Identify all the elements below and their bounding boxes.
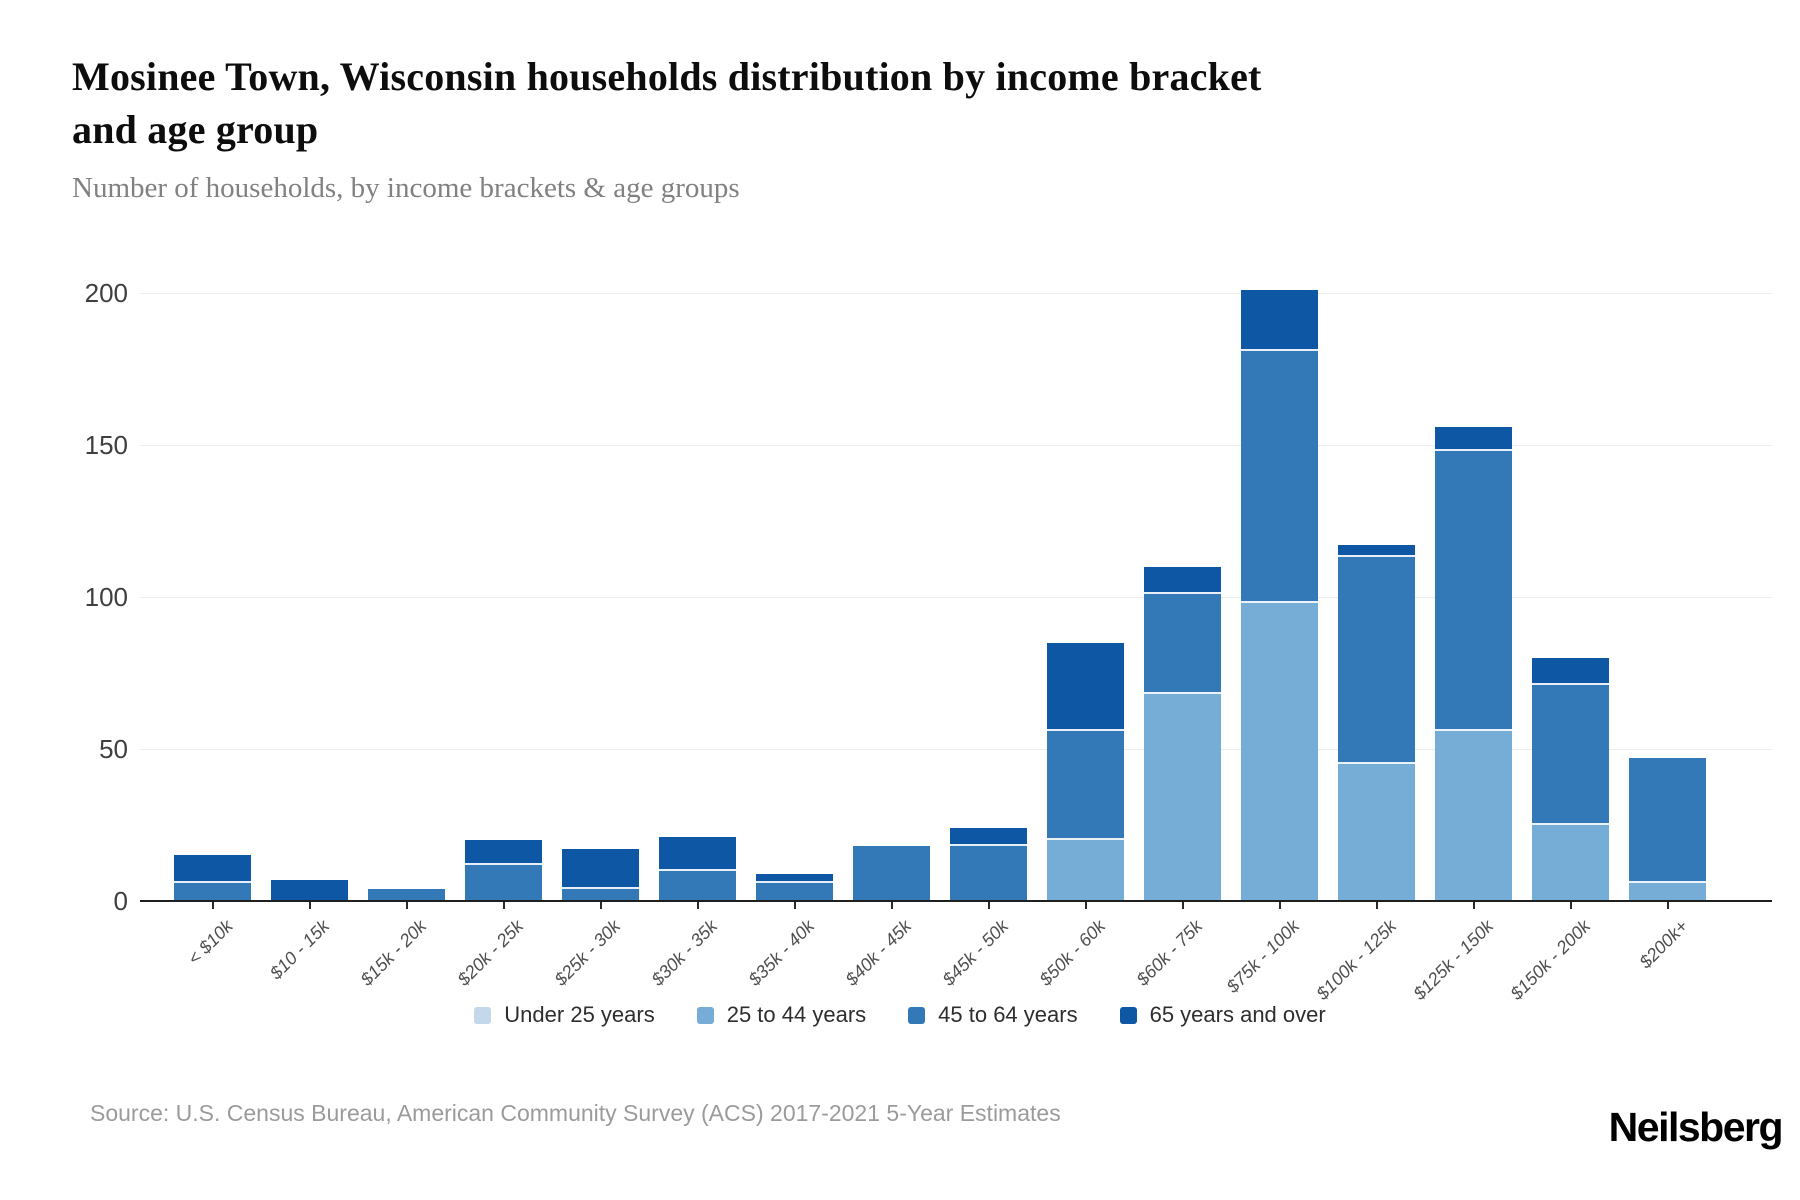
x-axis-label: $25k - 30k bbox=[551, 916, 625, 990]
bar-segment-45-to-64-years[interactable] bbox=[756, 882, 833, 901]
x-axis-tick bbox=[308, 902, 311, 909]
legend-item-65-years-and-over[interactable]: 65 years and over bbox=[1119, 1002, 1326, 1028]
x-axis-tick bbox=[987, 902, 990, 909]
bar-segment-65-years-and-over[interactable] bbox=[756, 873, 833, 883]
x-axis-label: $30k - 35k bbox=[648, 916, 722, 990]
y-tick-label: 0 bbox=[113, 886, 128, 916]
x-axis-label: $75k - 100k bbox=[1222, 916, 1304, 997]
bar-segment-65-years-and-over[interactable] bbox=[1532, 657, 1609, 686]
y-tick-label: 150 bbox=[84, 430, 128, 460]
bar-segment-65-years-and-over[interactable] bbox=[1047, 642, 1124, 731]
legend-label: 65 years and over bbox=[1149, 1002, 1326, 1027]
x-axis-label: $150k - 200k bbox=[1506, 916, 1595, 1004]
x-axis-tick bbox=[502, 902, 505, 909]
bar-segment-45-to-64-years[interactable] bbox=[1047, 730, 1124, 841]
neilsberg-logo[interactable]: Neilsberg bbox=[1608, 1104, 1784, 1150]
y-gridline bbox=[140, 445, 1772, 446]
bar-segment-45-to-64-years[interactable] bbox=[853, 846, 930, 901]
x-axis-label: $10 - 15k bbox=[266, 916, 334, 984]
bar-segment-65-years-and-over[interactable] bbox=[562, 849, 639, 889]
bar-segment-45-to-64-years[interactable] bbox=[659, 870, 736, 901]
x-axis-tick bbox=[1278, 902, 1281, 909]
bar-segment-45-to-64-years[interactable] bbox=[465, 864, 542, 901]
bar-segment-25-to-44-years[interactable] bbox=[1532, 825, 1609, 901]
chart-title-line2: and age group bbox=[72, 107, 319, 152]
bar-segment-25-to-44-years[interactable] bbox=[1144, 694, 1221, 901]
y-tick-label: 100 bbox=[84, 582, 128, 612]
legend-label: Under 25 years bbox=[504, 1002, 655, 1027]
y-gridline bbox=[140, 597, 1772, 598]
bar-segment-65-years-and-over[interactable] bbox=[1144, 566, 1221, 594]
x-axis-tick bbox=[1084, 902, 1087, 909]
legend-label: 25 to 44 years bbox=[726, 1002, 867, 1027]
x-axis-label: $45k - 50k bbox=[939, 916, 1013, 990]
x-axis-label: < $10k bbox=[183, 916, 237, 969]
legend-swatch-icon bbox=[696, 1006, 714, 1024]
chart-title-line1: Mosinee Town, Wisconsin households distr… bbox=[72, 54, 1262, 99]
x-axis-label: $20k - 25k bbox=[454, 916, 528, 990]
x-axis-tick bbox=[1472, 902, 1475, 909]
bar-segment-45-to-64-years[interactable] bbox=[174, 882, 251, 901]
bar-segment-45-to-64-years[interactable] bbox=[562, 888, 639, 901]
x-axis-line bbox=[140, 900, 1772, 902]
bar-segment-65-years-and-over[interactable] bbox=[465, 840, 542, 865]
bar-segment-45-to-64-years[interactable] bbox=[1532, 685, 1609, 825]
bar-segment-65-years-and-over[interactable] bbox=[950, 828, 1027, 847]
bar-segment-25-to-44-years[interactable] bbox=[1338, 764, 1415, 901]
bar-segment-25-to-44-years[interactable] bbox=[1435, 730, 1512, 901]
legend-swatch-icon bbox=[1119, 1006, 1137, 1024]
x-axis-tick bbox=[211, 902, 214, 909]
bar-segment-65-years-and-over[interactable] bbox=[1241, 289, 1318, 351]
source-note: Source: U.S. Census Bureau, American Com… bbox=[90, 1100, 1061, 1126]
chart-subtitle: Number of households, by income brackets… bbox=[72, 172, 740, 204]
bar-segment-45-to-64-years[interactable] bbox=[368, 888, 445, 901]
legend-item-under-25-years[interactable]: Under 25 years bbox=[474, 1002, 655, 1028]
x-axis-label: $35k - 40k bbox=[745, 916, 819, 990]
chart-legend: Under 25 years 25 to 44 years 45 to 64 yea… bbox=[0, 1002, 1800, 1028]
bar-segment-65-years-and-over[interactable] bbox=[271, 879, 348, 901]
chart-title: Mosinee Town, Wisconsin households distr… bbox=[72, 50, 1262, 156]
x-axis-tick bbox=[696, 902, 699, 909]
x-axis-label: $60k - 75k bbox=[1133, 916, 1207, 990]
y-gridline bbox=[140, 749, 1772, 750]
x-axis-label: $125k - 150k bbox=[1409, 916, 1498, 1004]
bar-segment-45-to-64-years[interactable] bbox=[1629, 758, 1706, 883]
x-axis-tick bbox=[1666, 902, 1669, 909]
bar-segment-65-years-and-over[interactable] bbox=[1338, 545, 1415, 558]
legend-item-45-to-64-years[interactable]: 45 to 64 years bbox=[908, 1002, 1078, 1028]
x-axis-label: $40k - 45k bbox=[842, 916, 916, 990]
bar-segment-65-years-and-over[interactable] bbox=[174, 855, 251, 883]
x-axis-tick bbox=[1569, 902, 1572, 909]
x-axis-tick bbox=[1181, 902, 1184, 909]
x-axis-tick bbox=[793, 902, 796, 909]
bar-segment-45-to-64-years[interactable] bbox=[1241, 350, 1318, 604]
bar-segment-25-to-44-years[interactable] bbox=[1047, 840, 1124, 901]
x-axis-tick bbox=[1375, 902, 1378, 909]
bar-segment-65-years-and-over[interactable] bbox=[659, 837, 736, 871]
bar-segment-45-to-64-years[interactable] bbox=[1144, 593, 1221, 695]
legend-item-25-to-44-years[interactable]: 25 to 44 years bbox=[696, 1002, 867, 1028]
bar-segment-25-to-44-years[interactable] bbox=[1241, 603, 1318, 901]
bar-segment-45-to-64-years[interactable] bbox=[1435, 451, 1512, 731]
y-tick-label: 200 bbox=[84, 278, 128, 308]
x-axis-label: $15k - 20k bbox=[357, 916, 431, 990]
x-axis-label: $100k - 125k bbox=[1312, 916, 1401, 1004]
bar-segment-45-to-64-years[interactable] bbox=[1338, 557, 1415, 765]
legend-swatch-icon bbox=[474, 1006, 492, 1024]
y-tick-label: 50 bbox=[99, 734, 128, 764]
x-axis-label: $200k+ bbox=[1635, 916, 1692, 973]
x-axis-tick bbox=[599, 902, 602, 909]
bar-segment-25-to-44-years[interactable] bbox=[1629, 882, 1706, 901]
x-axis-tick bbox=[890, 902, 893, 909]
bar-segment-65-years-and-over[interactable] bbox=[1435, 426, 1512, 452]
x-axis-tick bbox=[405, 902, 408, 909]
y-gridline bbox=[140, 293, 1772, 294]
legend-label: 45 to 64 years bbox=[938, 1002, 1078, 1027]
bar-segment-45-to-64-years[interactable] bbox=[950, 846, 1027, 901]
x-axis-label: $50k - 60k bbox=[1036, 916, 1110, 990]
legend-swatch-icon bbox=[908, 1006, 926, 1024]
